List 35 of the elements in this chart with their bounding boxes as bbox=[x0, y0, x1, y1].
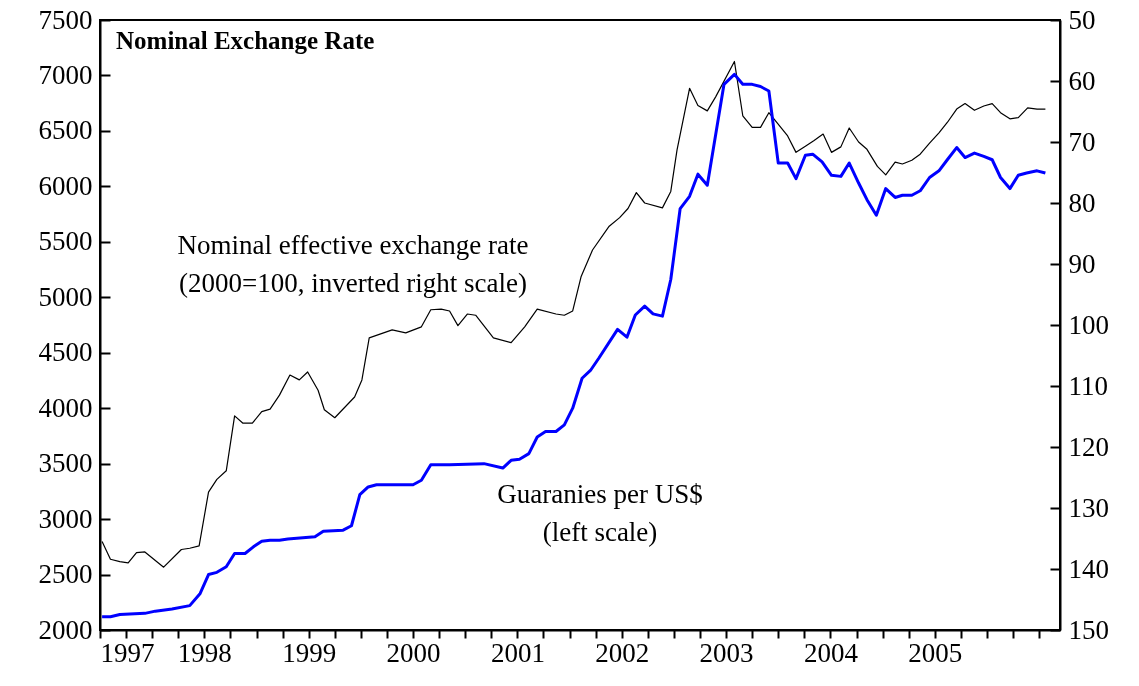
y2-tick-label: 100 bbox=[1068, 309, 1109, 340]
x-tick-label: 2002 bbox=[595, 637, 650, 668]
x-tick-label: 1998 bbox=[177, 637, 232, 668]
y2-tick-label: 140 bbox=[1068, 553, 1109, 584]
y-tick-label: 2000 bbox=[38, 614, 93, 645]
y-tick-label: 6500 bbox=[38, 115, 93, 146]
chart-title: Nominal Exchange Rate bbox=[116, 27, 375, 54]
y-tick-label: 2500 bbox=[38, 559, 93, 590]
y2-tick-label: 150 bbox=[1068, 614, 1109, 645]
y2-tick-label: 60 bbox=[1068, 65, 1096, 96]
x-tick-label: 2000 bbox=[386, 637, 441, 668]
y-tick-label: 3500 bbox=[38, 448, 93, 479]
series-label: Guaranies per US$ (left scale) bbox=[497, 479, 703, 547]
y2-tick-label: 110 bbox=[1068, 370, 1108, 401]
x-tick-label: 1999 bbox=[282, 637, 337, 668]
y2-tick-label: 80 bbox=[1068, 187, 1096, 218]
y2-tick-label: 130 bbox=[1068, 492, 1109, 523]
y2-tick-label: 90 bbox=[1068, 248, 1096, 279]
x-tick-label: 2001 bbox=[490, 637, 545, 668]
y2-tick-label: 70 bbox=[1068, 126, 1096, 157]
y-tick-label: 6000 bbox=[38, 170, 93, 201]
y-tick-label: 5500 bbox=[38, 226, 93, 257]
y-tick-label: 3000 bbox=[38, 503, 93, 534]
y-tick-label: 7500 bbox=[38, 4, 93, 35]
y-tick-label: 5000 bbox=[38, 281, 93, 312]
x-tick-label: 2005 bbox=[908, 637, 963, 668]
x-tick-label: 2003 bbox=[699, 637, 754, 668]
y2-tick-label: 120 bbox=[1068, 431, 1109, 462]
x-tick-label: 2004 bbox=[803, 637, 859, 668]
y-tick-label: 4000 bbox=[38, 392, 93, 423]
series-label: Nominal effective exchange rate (2000=100, inverted right scale) bbox=[177, 230, 529, 298]
x-tick-label: 1997 bbox=[100, 637, 155, 668]
y-tick-label: 7000 bbox=[38, 59, 93, 90]
y2-tick-label: 50 bbox=[1068, 4, 1096, 35]
y-tick-label: 4500 bbox=[38, 337, 93, 368]
